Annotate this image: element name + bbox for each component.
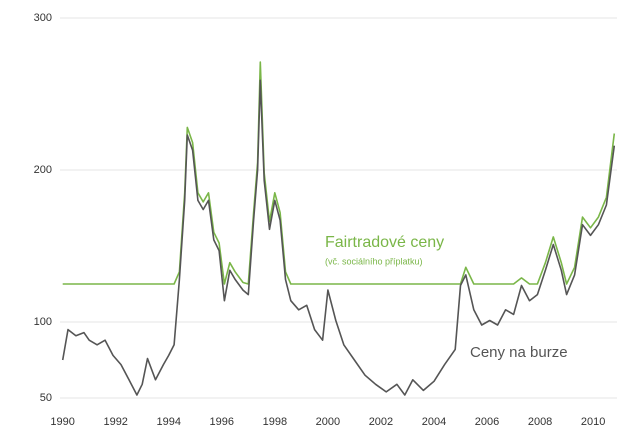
y-tick-label: 50 xyxy=(40,392,52,404)
x-tick-label: 1990 xyxy=(50,416,74,428)
y-tick-label: 200 xyxy=(34,164,52,176)
x-tick-label: 1992 xyxy=(103,416,127,428)
x-tick-label: 2002 xyxy=(369,416,393,428)
y-tick-label: 300 xyxy=(34,12,52,24)
x-tick-label: 2006 xyxy=(475,416,499,428)
series-line xyxy=(61,79,616,396)
x-tick-label: 2000 xyxy=(316,416,340,428)
x-tick-label: 2004 xyxy=(422,416,446,428)
x-tick-label: 1998 xyxy=(263,416,287,428)
series-line xyxy=(62,61,616,285)
annotation: (vč. sociálního příplatku) xyxy=(325,256,423,266)
x-tick-label: 1996 xyxy=(210,416,234,428)
x-tick-label: 2008 xyxy=(528,416,552,428)
x-tick-label: 1994 xyxy=(157,416,181,428)
y-tick-label: 100 xyxy=(34,316,52,328)
x-tick-label: 2010 xyxy=(581,416,605,428)
annotation: Ceny na burze xyxy=(470,344,568,361)
annotation: Fairtradové ceny xyxy=(325,234,444,251)
